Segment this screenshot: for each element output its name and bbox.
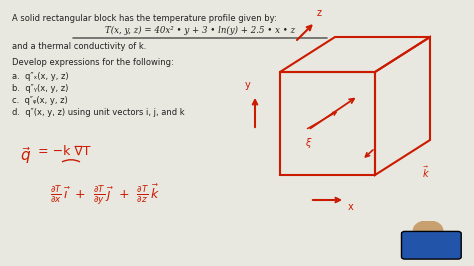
Text: z: z — [317, 8, 322, 18]
Text: Develop expressions for the following:: Develop expressions for the following: — [12, 58, 174, 67]
Text: $\frac{\partial T}{\partial x}\,\vec{\imath}$  +  $\frac{\partial T}{\partial y}: $\frac{\partial T}{\partial x}\,\vec{\im… — [50, 182, 160, 207]
Circle shape — [413, 221, 443, 239]
Text: ξ: ξ — [305, 138, 310, 148]
Text: y: y — [244, 80, 250, 90]
Text: c.  q″ᵩ(x, y, z): c. q″ᵩ(x, y, z) — [12, 96, 68, 105]
Text: $\vec{q}$: $\vec{q}$ — [20, 145, 31, 166]
Text: b.  q″ᵧ(x, y, z): b. q″ᵧ(x, y, z) — [12, 84, 68, 93]
Text: T(x, y, z) = 40x² • y + 3 • ln(y) + 2.5 • x • z: T(x, y, z) = 40x² • y + 3 • ln(y) + 2.5 … — [105, 26, 295, 35]
Text: x: x — [348, 202, 354, 212]
Text: $\vec{k}$: $\vec{k}$ — [422, 165, 430, 180]
Text: a.  q″ₓ(x, y, z): a. q″ₓ(x, y, z) — [12, 72, 69, 81]
Text: = −k ∇T: = −k ∇T — [38, 145, 91, 158]
FancyBboxPatch shape — [401, 231, 461, 259]
Text: d.  q″(x, y, z) using unit vectors i, j, and k: d. q″(x, y, z) using unit vectors i, j, … — [12, 108, 185, 117]
Text: and a thermal conductivity of k.: and a thermal conductivity of k. — [12, 42, 146, 51]
Text: A solid rectangular block has the temperature profile given by:: A solid rectangular block has the temper… — [12, 14, 277, 23]
